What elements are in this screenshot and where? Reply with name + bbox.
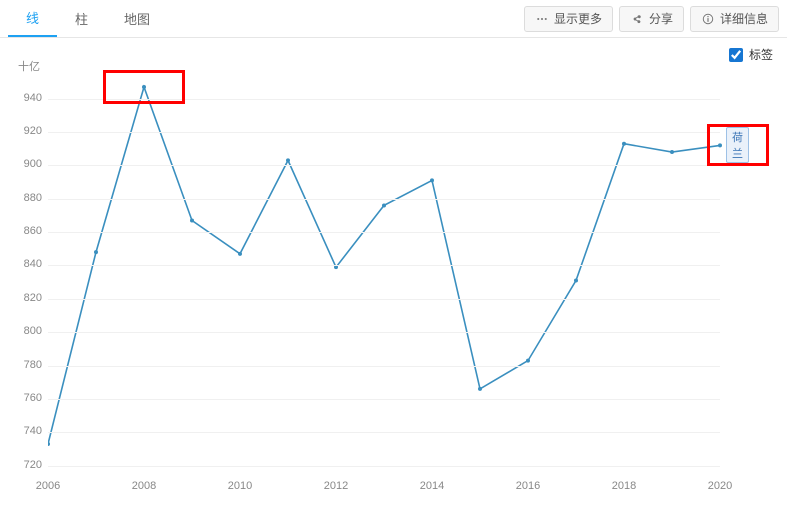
- line-chart-svg: [48, 82, 748, 474]
- x-tick-label: 2008: [132, 480, 156, 492]
- y-tick-label: 780: [12, 359, 42, 371]
- toolbar: 显示更多 分享 详细信息: [524, 6, 779, 32]
- x-tick-label: 2012: [324, 480, 348, 492]
- y-axis-title: 十亿: [18, 58, 40, 74]
- gridline: [48, 199, 720, 200]
- details-label: 详细信息: [720, 10, 768, 27]
- y-tick-label: 920: [12, 125, 42, 137]
- gridline: [48, 366, 720, 367]
- gridline: [48, 265, 720, 266]
- tab-bar[interactable]: 柱: [57, 0, 106, 37]
- x-tick-label: 2014: [420, 480, 444, 492]
- gridline: [48, 299, 720, 300]
- gridline: [48, 432, 720, 433]
- x-tick-label: 2018: [612, 480, 636, 492]
- chart-area: 标签 十亿 荷兰 720 740 760 780 800 820 840 860 880 900 9…: [0, 38, 787, 505]
- x-tick-label: 2006: [36, 480, 60, 492]
- tab-map[interactable]: 地图: [106, 0, 168, 37]
- y-tick-label: 840: [12, 258, 42, 270]
- plot-region[interactable]: 荷兰: [48, 82, 748, 474]
- x-tick-label: 2020: [708, 480, 732, 492]
- y-tick-label: 800: [12, 325, 42, 337]
- tab-line[interactable]: 线: [8, 0, 57, 37]
- gridline: [48, 332, 720, 333]
- legend-labels-checkbox[interactable]: [729, 48, 743, 62]
- legend: 标签: [729, 46, 773, 63]
- y-tick-label: 940: [12, 92, 42, 104]
- y-tick-label: 720: [12, 459, 42, 471]
- view-tabs: 线 柱 地图: [8, 0, 168, 37]
- highlight-box: [707, 124, 769, 166]
- gridline: [48, 466, 720, 467]
- y-tick-label: 740: [12, 425, 42, 437]
- y-tick-label: 900: [12, 158, 42, 170]
- y-tick-label: 760: [12, 392, 42, 404]
- share-icon: [630, 12, 644, 26]
- gridline: [48, 132, 720, 133]
- gridline: [48, 399, 720, 400]
- y-tick-label: 880: [12, 192, 42, 204]
- gridline: [48, 165, 720, 166]
- show-more-label: 显示更多: [554, 10, 602, 27]
- y-tick-label: 820: [12, 292, 42, 304]
- show-more-button[interactable]: 显示更多: [524, 6, 613, 32]
- share-button[interactable]: 分享: [619, 6, 684, 32]
- share-label: 分享: [649, 10, 673, 27]
- info-icon: [701, 12, 715, 26]
- details-button[interactable]: 详细信息: [690, 6, 779, 32]
- legend-labels-text: 标签: [749, 46, 773, 63]
- gridline: [48, 232, 720, 233]
- highlight-box: [103, 70, 185, 104]
- x-tick-label: 2016: [516, 480, 540, 492]
- y-tick-label: 860: [12, 225, 42, 237]
- x-tick-label: 2010: [228, 480, 252, 492]
- more-icon: [535, 12, 549, 26]
